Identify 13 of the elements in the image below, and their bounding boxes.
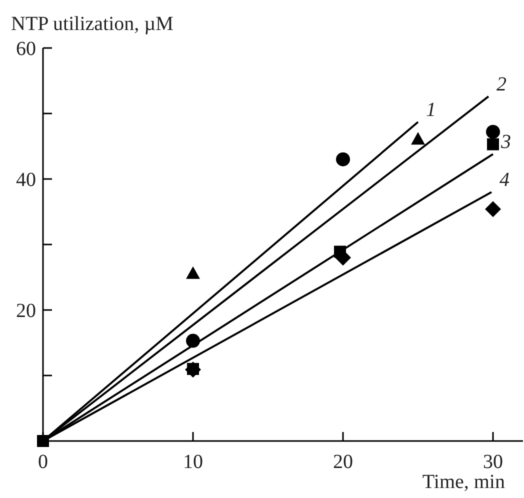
x-tick-label: 10 (183, 451, 203, 473)
series-label: 4 (500, 169, 510, 192)
series-label: 3 (500, 131, 511, 154)
y-tick-label: 20 (16, 300, 36, 322)
x-tick-label: 30 (483, 451, 503, 473)
y-tick-label: 60 (16, 38, 36, 60)
y-axis-title: NTP utilization, µM (11, 13, 174, 35)
x-tick-label: 20 (333, 451, 353, 473)
series-label: 1 (426, 99, 436, 122)
series-label: 2 (496, 73, 506, 96)
x-axis-title: Time, min (422, 471, 505, 493)
x-tick-label: 0 (38, 451, 48, 473)
y-tick-label: 40 (16, 169, 36, 191)
